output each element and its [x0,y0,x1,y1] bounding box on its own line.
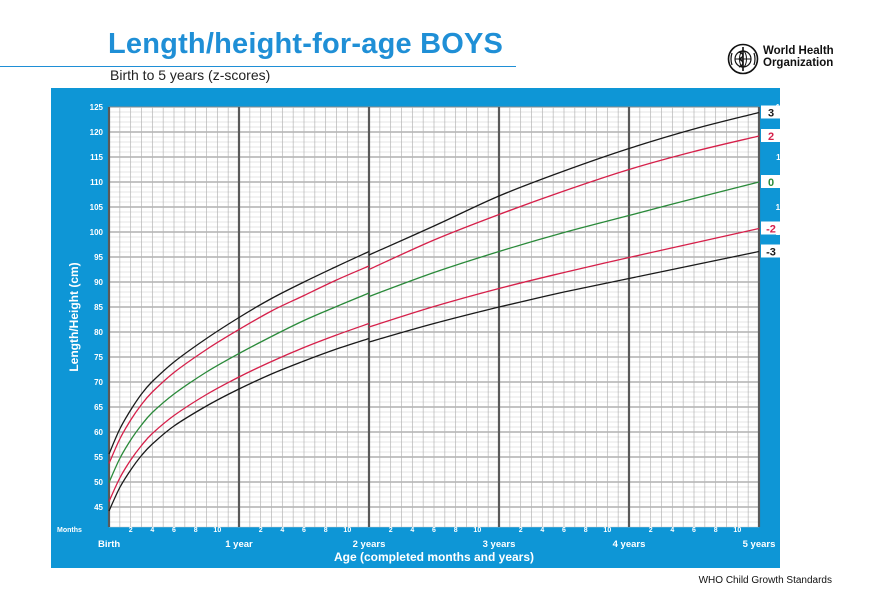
series-label-z-2: -2 [766,224,776,236]
x-month-tick-label: 8 [324,527,328,534]
y-tick-label-right: 105 [776,203,780,212]
x-month-tick-label: 10 [473,527,481,534]
y-tick-label-left: 55 [94,453,103,462]
who-emblem-icon [727,43,759,75]
x-month-tick-label: 6 [692,527,696,534]
series-label-bg [761,175,781,188]
x-month-tick-label: 10 [343,527,351,534]
x-month-tick-label: 2 [129,527,133,534]
y-tick-label-left: 70 [94,378,103,387]
org-name: World Health Organization [763,45,834,69]
x-month-tick-label: 4 [150,527,154,534]
y-tick-label-left: 60 [94,428,103,437]
x-year-label: 3 years [483,539,516,550]
series-label-bg [761,221,781,235]
y-tick-label-left: 45 [94,503,103,512]
series-line-z0-height [368,181,760,298]
y-tick-label-left: 95 [94,253,103,262]
x-month-tick-label: 6 [562,527,566,534]
org-name-line1: World Health [763,45,834,57]
series-line-z3-length [108,250,370,455]
chart-title: Length/height-for-age BOYS [108,28,504,60]
x-month-tick-label: 2 [259,527,263,534]
x-month-tick-label: 8 [714,527,718,534]
series-line-z3-height [368,111,760,256]
x-month-tick-label: 6 [172,527,176,534]
x-month-tick-label: 8 [584,527,588,534]
x-month-tick-label: 10 [733,527,741,534]
series-label-bg [761,129,781,142]
series-line-z2-length [108,265,370,464]
x-year-label: 4 years [613,539,646,550]
y-tick-label-left: 120 [90,128,104,137]
y-tick-label-right: 115 [776,153,780,162]
series-labels: 3 2 0 -2 -3 [761,105,781,259]
series-line-z-3-length [108,337,370,512]
org-name-line2: Organization [763,57,834,69]
footer-source: WHO Child Growth Standards [698,575,832,586]
y-tick-label-left: 115 [90,153,103,162]
series-line-z0-length [108,292,370,483]
series-label-z0: 0 [768,177,774,189]
x-axis-label: Age (completed months and years) [334,550,534,564]
x-month-tick-label: 10 [213,527,221,534]
y-tick-label-left: 110 [90,178,103,187]
series-line-z-3-height [368,250,760,343]
x-month-tick-label: 8 [454,527,458,534]
y-axis-label: Length/Height (cm) [67,262,81,371]
series-line-z-2-height [368,227,760,328]
y-tick-label-left: 100 [90,228,104,237]
grid [107,106,761,528]
series-line-z2-height [368,135,760,271]
series-line-z-2-length [108,322,370,502]
series-label-z-3: -3 [766,247,776,259]
series-label-bg [761,244,781,258]
x-year-label: 1 year [225,539,253,550]
series-lines [108,111,760,512]
x-month-tick-label: 2 [649,527,653,534]
series-label-z3: 3 [768,108,774,120]
chart-container: 4545505055556060656570707575808085859090… [51,88,790,568]
y-tick-label-left: 65 [94,403,103,412]
x-month-tick-label: 6 [302,527,306,534]
y-tick-label-left: 50 [94,478,103,487]
y-tick-label-left: 75 [94,353,103,362]
chart-subtitle: Birth to 5 years (z-scores) [110,67,271,83]
x-month-tick-label: 10 [603,527,611,534]
title-rule [0,66,516,67]
months-label: Months [57,527,82,534]
x-month-tick-label: 2 [389,527,393,534]
x-year-label: 5 years [743,539,776,550]
y-tick-label-left: 85 [94,303,103,312]
x-month-tick-label: 4 [280,527,284,534]
x-year-label: 2 years [353,539,386,550]
x-month-tick-label: 4 [670,527,674,534]
y-tick-label-left: 125 [90,103,104,112]
x-year-label: Birth [98,539,120,550]
y-tick-label-left: 80 [94,328,103,337]
y-tick-label-left: 105 [90,203,104,212]
x-ticks: Months 2 4 6 8 10 2 4 6 8 10 2 4 6 8 10 2 4 6 8 10 2 4 6 8 10 Birt… [57,527,775,550]
x-month-tick-label: 4 [410,527,414,534]
x-month-tick-label: 8 [194,527,198,534]
growth-chart: 4545505055556060656570707575808085859090… [51,88,790,568]
series-label-bg [761,105,781,119]
x-month-tick-label: 4 [540,527,544,534]
x-month-tick-label: 2 [519,527,523,534]
y-tick-label-left: 90 [94,278,103,287]
series-label-z2: 2 [768,131,774,143]
x-month-tick-label: 6 [432,527,436,534]
